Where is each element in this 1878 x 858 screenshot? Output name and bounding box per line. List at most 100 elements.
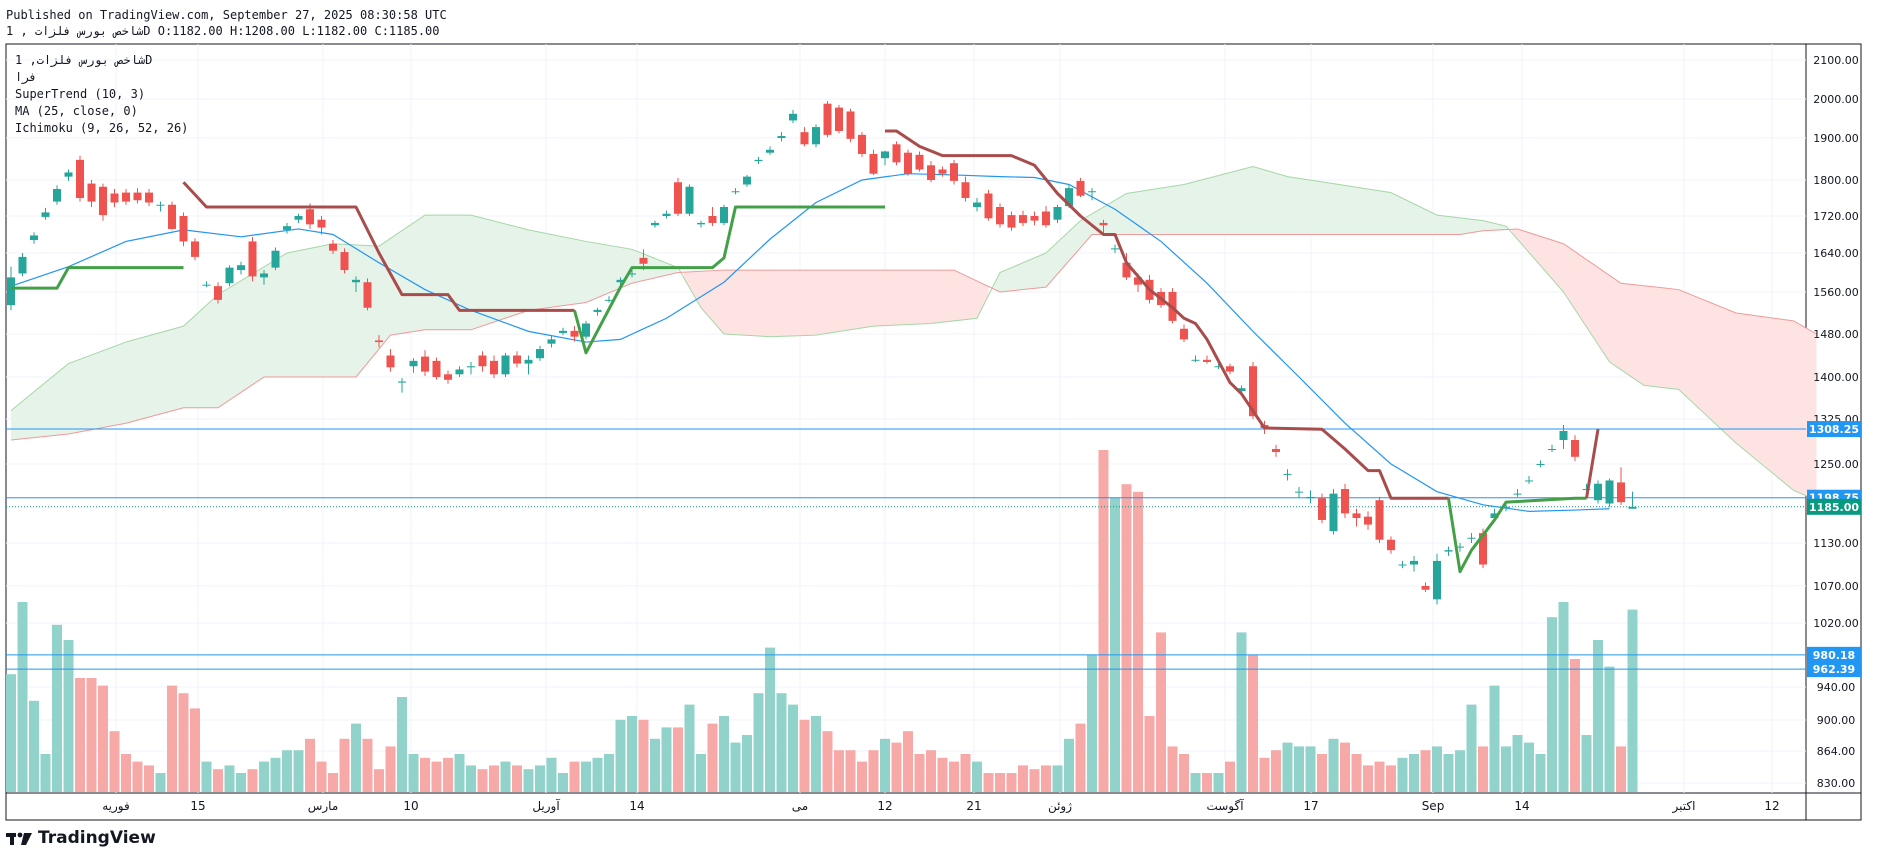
candle[interactable] <box>214 282 222 304</box>
candle[interactable] <box>53 185 61 205</box>
candle[interactable] <box>651 220 659 228</box>
candle[interactable] <box>133 188 142 204</box>
candle[interactable] <box>904 149 912 176</box>
candle[interactable] <box>708 207 717 227</box>
candle[interactable] <box>1525 475 1533 484</box>
candle[interactable] <box>179 212 188 247</box>
candle[interactable] <box>1433 553 1441 605</box>
candle[interactable] <box>1030 211 1039 226</box>
candle[interactable] <box>317 216 326 235</box>
candle[interactable] <box>1375 496 1384 543</box>
candle[interactable] <box>363 278 372 311</box>
candle[interactable] <box>743 174 751 187</box>
candle[interactable] <box>996 203 1004 228</box>
candle[interactable] <box>1295 487 1303 499</box>
x-tick-label[interactable]: 12 <box>877 799 892 813</box>
candle[interactable] <box>1053 204 1062 223</box>
candle[interactable] <box>1111 244 1119 253</box>
candle[interactable] <box>168 201 176 230</box>
candle[interactable] <box>1352 508 1361 527</box>
candle[interactable] <box>1272 444 1280 457</box>
candle[interactable] <box>501 352 510 377</box>
x-tick-label[interactable]: ژوئن <box>1048 799 1072 814</box>
x-tick-label[interactable]: آوریل <box>532 798 560 814</box>
candle[interactable] <box>191 238 199 261</box>
candle[interactable] <box>271 247 280 271</box>
candle[interactable] <box>927 161 935 183</box>
time-axis[interactable]: فوریه 15 مارس 10 آوریل 14 می 12 21 ژوئن آگوست 17 Sep… <box>102 798 1779 814</box>
candle[interactable] <box>1076 177 1085 198</box>
candle[interactable] <box>789 109 797 124</box>
candle[interactable] <box>559 327 567 336</box>
candle[interactable] <box>605 296 613 303</box>
candle[interactable] <box>1042 206 1050 228</box>
candle[interactable] <box>122 189 130 205</box>
candle[interactable] <box>110 189 119 207</box>
candle[interactable] <box>87 180 96 207</box>
candle[interactable] <box>1318 493 1326 524</box>
candle[interactable] <box>547 335 556 348</box>
candle[interactable] <box>1019 210 1027 227</box>
candle[interactable] <box>1387 536 1395 554</box>
candle[interactable] <box>662 210 671 219</box>
legend-ma[interactable]: MA (25, close, 0) <box>15 104 138 118</box>
candle[interactable] <box>409 358 418 373</box>
candle[interactable] <box>41 207 50 220</box>
candle[interactable] <box>1088 188 1096 201</box>
x-tick-label[interactable]: 10 <box>403 799 418 813</box>
candle[interactable] <box>1398 560 1407 569</box>
candle[interactable] <box>1444 546 1453 556</box>
candle[interactable] <box>812 124 820 148</box>
candle[interactable] <box>1191 355 1200 362</box>
candle[interactable] <box>1513 489 1522 497</box>
candle[interactable] <box>64 169 73 181</box>
tradingview-brand[interactable]: TradingView <box>6 828 156 848</box>
candle[interactable] <box>1467 533 1476 543</box>
candle[interactable] <box>260 270 268 285</box>
candle[interactable] <box>248 236 257 282</box>
horizontal-lines[interactable] <box>6 428 1806 670</box>
candle[interactable] <box>1122 253 1131 280</box>
legend-symbol[interactable]: شاخص بورس فلزات, 1D <box>15 53 153 67</box>
candle[interactable] <box>777 132 786 142</box>
candle[interactable] <box>444 370 452 384</box>
candle[interactable] <box>881 150 889 166</box>
candle[interactable] <box>1283 469 1292 481</box>
candle[interactable] <box>30 232 38 244</box>
candle[interactable] <box>1536 460 1545 468</box>
x-tick-label[interactable]: 21 <box>966 799 981 813</box>
candle[interactable] <box>1214 363 1223 369</box>
x-tick-label[interactable]: 14 <box>1514 799 1529 813</box>
candle[interactable] <box>766 146 774 155</box>
candle[interactable] <box>961 176 970 202</box>
candle[interactable] <box>628 270 636 278</box>
candle[interactable] <box>455 366 464 377</box>
candle[interactable] <box>352 276 360 292</box>
candle[interactable] <box>1364 511 1372 530</box>
candle[interactable] <box>846 108 855 143</box>
candle[interactable] <box>1410 555 1418 572</box>
candle[interactable] <box>1628 491 1637 509</box>
candle[interactable] <box>145 189 153 207</box>
candle[interactable] <box>1180 324 1188 343</box>
candle[interactable] <box>536 345 544 361</box>
candle[interactable] <box>1456 543 1464 552</box>
candle[interactable] <box>156 201 165 212</box>
candle[interactable] <box>1329 489 1338 535</box>
candle[interactable] <box>950 159 958 185</box>
candle[interactable] <box>582 320 590 340</box>
x-tick-label[interactable]: 17 <box>1303 799 1318 813</box>
candle[interactable] <box>1007 211 1016 231</box>
candle[interactable] <box>375 335 383 348</box>
candle[interactable] <box>973 198 981 212</box>
x-tick-label[interactable]: 12 <box>1764 799 1779 813</box>
x-tick-label[interactable]: آگوست <box>1206 798 1244 814</box>
candle[interactable] <box>283 222 291 234</box>
candle[interactable] <box>1571 435 1579 461</box>
candle[interactable] <box>697 220 705 228</box>
candle[interactable] <box>490 355 498 379</box>
candle[interactable] <box>1605 478 1614 507</box>
price-axis[interactable]: 2100.00 2000.00 1900.00 1800.00 1720.00 1640.… <box>1813 54 1859 790</box>
candle[interactable] <box>398 378 406 393</box>
